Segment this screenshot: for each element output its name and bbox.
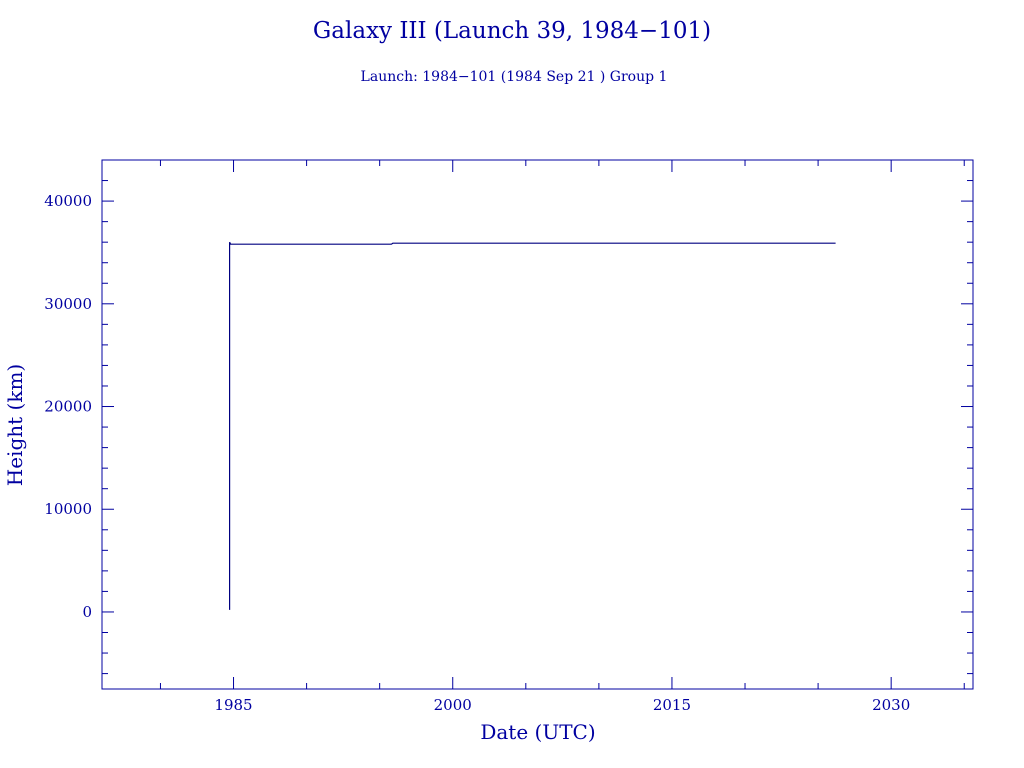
x-axis-label: Date (UTC)	[480, 720, 595, 744]
x-tick-label: 2015	[653, 696, 691, 714]
chart-subtitle: Launch: 1984−101 (1984 Sep 21 ) Group 1	[361, 69, 668, 85]
chart-title: Galaxy III (Launch 39, 1984−101)	[313, 18, 711, 44]
x-tick-label: 2030	[872, 696, 910, 714]
y-tick-label: 20000	[44, 398, 92, 416]
x-tick-label: 2000	[434, 696, 472, 714]
y-tick-label: 10000	[44, 500, 92, 518]
y-tick-label: 0	[82, 603, 92, 621]
plot-frame	[101, 159, 974, 690]
height-series-line	[229, 241, 836, 610]
y-tick-label: 40000	[44, 192, 92, 210]
y-axis-label: Height (km)	[3, 364, 27, 486]
series-group	[229, 241, 836, 610]
tick-labels: 1985 2000 2015 2030 0 10000 20000 30000 40000	[44, 192, 910, 714]
y-tick-label: 30000	[44, 295, 92, 313]
x-tick-label: 1985	[214, 696, 252, 714]
axis-ticks	[102, 159, 973, 689]
